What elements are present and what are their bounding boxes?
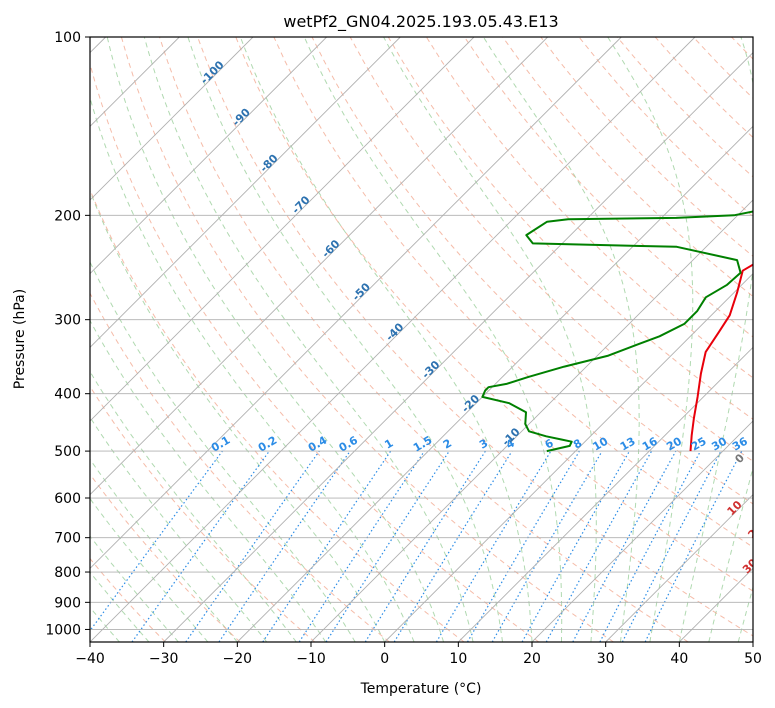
x-tick-label: −20 bbox=[223, 651, 253, 667]
y-tick-label: 400 bbox=[54, 387, 81, 403]
isotherm-line bbox=[90, 37, 548, 496]
mixing-ratio-line bbox=[298, 450, 425, 642]
dry-adiabat-line bbox=[90, 557, 166, 642]
mixing-ratio-lines bbox=[90, 450, 743, 642]
chart-title: wetPf2_GN04.2025.193.05.43.E13 bbox=[283, 12, 558, 32]
moist-adiabat-line bbox=[90, 370, 297, 642]
dry-adiabat-line bbox=[235, 37, 753, 592]
plot-frame bbox=[89, 36, 754, 643]
y-axis-ticks: 100 200 300 400 500 600 700 800 900 1000 bbox=[45, 30, 90, 638]
isotherm-line bbox=[90, 37, 401, 348]
moist-adiabat-line bbox=[187, 37, 503, 642]
y-tick-label: 600 bbox=[54, 491, 81, 507]
moist-adiabat-line bbox=[383, 37, 597, 642]
isotherm-line bbox=[163, 52, 753, 642]
dry-adiabat-line bbox=[90, 292, 390, 642]
mixing-ratio-line bbox=[572, 450, 677, 642]
x-tick-label: 50 bbox=[744, 651, 762, 667]
isotherm-line bbox=[90, 37, 696, 642]
isotherm-line bbox=[531, 420, 753, 642]
moist-adiabat-line bbox=[303, 37, 563, 642]
mixing-ratio-line bbox=[521, 450, 631, 642]
plot-area: 0.1 0.2 0.4 0.6 1 1.5 2 3 4 6 8 10 13 16 20 25 30 36-100-… bbox=[90, 37, 765, 642]
moist-adiabat-line bbox=[90, 189, 386, 642]
x-axis-title: Temperature (°C) bbox=[360, 681, 482, 697]
x-tick-label: −40 bbox=[75, 651, 105, 667]
profile-series bbox=[481, 210, 753, 453]
moist-adiabat-line bbox=[90, 458, 238, 642]
pressure-gridlines bbox=[90, 37, 753, 630]
dry-adiabat-line bbox=[464, 37, 753, 338]
isotherm-line bbox=[90, 37, 622, 569]
y-tick-label: 900 bbox=[54, 595, 81, 611]
moist-adiabat-line bbox=[90, 535, 179, 642]
y-tick-label: 100 bbox=[54, 30, 81, 46]
dewpoint-profile-line bbox=[481, 210, 753, 453]
x-tick-label: 30 bbox=[597, 651, 615, 667]
y-tick-label: 200 bbox=[54, 208, 81, 224]
mixing-ratio-line bbox=[545, 450, 653, 642]
dry-adiabat-line bbox=[90, 62, 540, 642]
moist-adiabat-line bbox=[607, 37, 694, 642]
moist-adiabat-line bbox=[90, 416, 268, 642]
isotherm-line bbox=[458, 346, 753, 642]
moist-adiabat-line bbox=[482, 37, 640, 642]
x-axis-ticks: −40 −30 −20 −10 0 10 20 30 40 50 bbox=[75, 642, 762, 667]
mixing-ratio-line bbox=[262, 450, 392, 642]
y-tick-label: 500 bbox=[54, 444, 81, 460]
dry-adiabat-line bbox=[311, 37, 753, 505]
x-tick-label: −10 bbox=[296, 651, 326, 667]
moist-adiabat-label: 20 bbox=[745, 521, 765, 541]
y-axis-title: Pressure (hPa) bbox=[12, 289, 28, 389]
temperature-profile-line bbox=[689, 263, 753, 452]
dry-adiabat-line bbox=[90, 473, 241, 642]
x-tick-label: 0 bbox=[380, 651, 389, 667]
dry-adiabat-line bbox=[159, 37, 689, 642]
dry-adiabat-line bbox=[90, 188, 465, 642]
dry-adiabat-line bbox=[90, 385, 316, 642]
mixing-ratio-line bbox=[131, 450, 270, 642]
x-tick-label: 10 bbox=[449, 651, 467, 667]
mixing-ratio-line bbox=[218, 450, 351, 642]
isotherm-line bbox=[90, 37, 327, 275]
isotherm-line bbox=[605, 494, 753, 642]
dry-adiabat-line bbox=[120, 37, 614, 642]
moist-adiabat-line bbox=[239, 37, 533, 642]
x-tick-label: 20 bbox=[523, 651, 541, 667]
mixing-ratio-line bbox=[644, 450, 743, 642]
mixing-ratio-line bbox=[185, 450, 320, 642]
isotherms bbox=[90, 37, 753, 642]
x-tick-label: 40 bbox=[670, 651, 688, 667]
dry-adiabat-line bbox=[273, 37, 753, 548]
y-tick-label: 800 bbox=[54, 565, 81, 581]
moist-adiabat-line bbox=[90, 497, 209, 642]
isotherm-line bbox=[310, 199, 753, 642]
dry-adiabat-line bbox=[349, 37, 753, 462]
mixing-ratio-line bbox=[393, 450, 513, 642]
y-tick-label: 1000 bbox=[45, 622, 81, 638]
moist-adiabat-line bbox=[90, 260, 356, 642]
y-tick-label: 700 bbox=[54, 531, 81, 547]
isotherm-line bbox=[237, 125, 753, 642]
y-tick-label: 300 bbox=[54, 313, 81, 329]
mixing-ratio-line bbox=[90, 450, 223, 632]
mixing-ratio-line bbox=[325, 450, 450, 642]
isotherm-line bbox=[90, 37, 475, 422]
isotherm-line bbox=[384, 273, 753, 642]
isotherm-line bbox=[90, 37, 254, 201]
moist-adiabat-line bbox=[106, 37, 445, 642]
x-tick-label: −30 bbox=[149, 651, 179, 667]
moist-adiabat-line bbox=[143, 37, 474, 642]
